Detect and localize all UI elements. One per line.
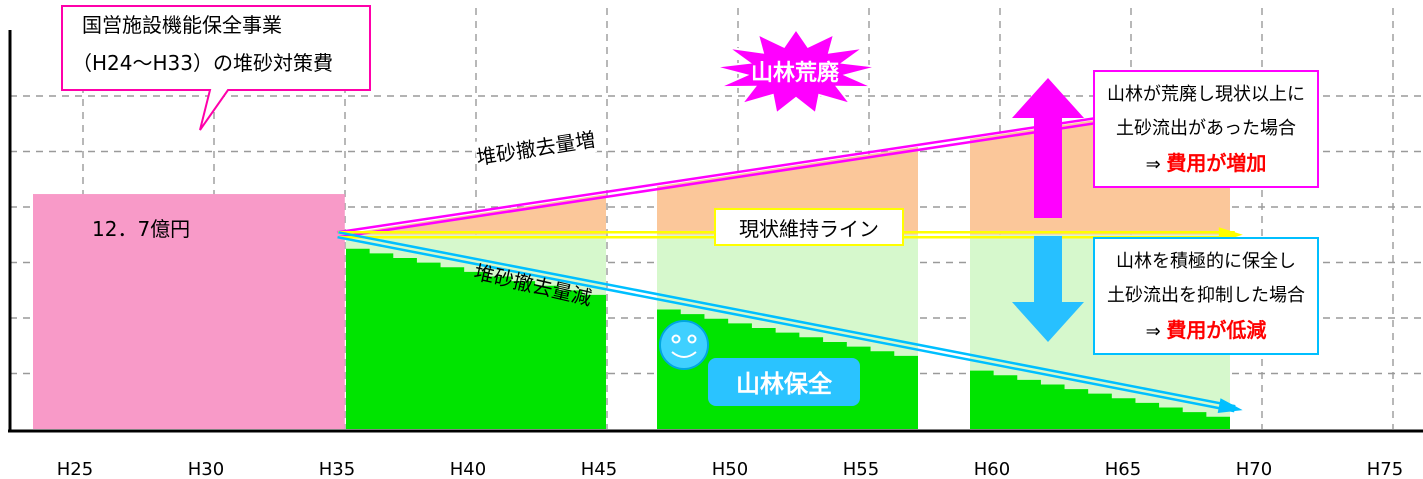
decrease-note-result-row: ⇒ 費用が低減 — [1095, 313, 1317, 349]
x-tick-label-3: H40 — [450, 459, 486, 479]
trend-lines — [337, 94, 1243, 413]
decrease-note-line2: 土砂流出を抑制した場合 — [1107, 285, 1305, 306]
increase-note-result: 費用が増加 — [1166, 151, 1267, 175]
x-tick-label-9: H70 — [1236, 459, 1272, 479]
forest-keep-badge: 山林保全 — [708, 358, 860, 406]
increase-note-line1: 山林が荒廃し現状以上に — [1107, 84, 1305, 105]
x-tick-label-7: H60 — [974, 459, 1010, 479]
x-tick-label-5: H50 — [712, 459, 748, 479]
decrease-bar-0 — [346, 248, 606, 429]
burst-shape: 山林荒廃 — [714, 27, 878, 116]
x-tick-label-6: H55 — [843, 459, 879, 479]
decrease-note-result: 費用が低減 — [1166, 318, 1267, 342]
baseline-bar-label: 12．7億円 — [92, 217, 190, 241]
increase-area-0 — [346, 194, 606, 235]
increase-note-line2: 土砂流出があった場合 — [1116, 118, 1296, 139]
x-tick-label-8: H65 — [1105, 459, 1141, 479]
trend-line-0-b — [337, 95, 1235, 234]
trend-line-0-a — [338, 100, 1236, 239]
decrease-bar-2 — [970, 370, 1230, 429]
up-arrow-icon — [1012, 78, 1084, 218]
smiley-icon — [659, 320, 709, 370]
x-tick-labels: H25 H30 H35 H40 H45 H50 H55 H60 H65 H70 H75 — [57, 459, 1403, 479]
down-arrow-icon — [1012, 236, 1084, 342]
decrease-note: 山林を積極的に保全し 土砂流出を抑制した場合 ⇒ 費用が低減 — [1093, 237, 1319, 355]
trend-line-2-a — [337, 235, 1235, 413]
increase-note: 山林が荒廃し現状以上に 土砂流出があった場合 ⇒ 費用が増加 — [1093, 70, 1319, 188]
forest-keep-label: 山林保全 — [736, 370, 833, 398]
x-tick-label-4: H45 — [581, 459, 617, 479]
trend-arrowhead-2 — [1217, 398, 1243, 413]
callout-line1: 国営施設機能保全事業 — [82, 13, 282, 37]
increase-note-arrow: ⇒ — [1145, 154, 1161, 175]
baseline-bar — [33, 194, 345, 429]
axes — [8, 30, 1423, 433]
x-tick-label-2: H35 — [319, 459, 355, 479]
x-tick-label-1: H30 — [188, 459, 224, 479]
trend-line-2-b — [338, 231, 1236, 408]
callout-line2: （H24～H33）の堆砂対策費 — [72, 51, 333, 75]
x-tick-label-0: H25 — [57, 459, 93, 479]
line-label-maintain: 現状維持ライン — [714, 208, 904, 246]
decrease-note-arrow: ⇒ — [1145, 321, 1161, 342]
decrease-note-line1: 山林を積極的に保全し — [1116, 251, 1296, 272]
burst-label: 山林荒廃 — [751, 60, 840, 86]
callout-balloon: 国営施設機能保全事業 （H24～H33）の堆砂対策費 — [61, 5, 371, 131]
increase-note-result-row: ⇒ 費用が増加 — [1095, 146, 1317, 182]
x-tick-label-10: H75 — [1367, 459, 1403, 479]
